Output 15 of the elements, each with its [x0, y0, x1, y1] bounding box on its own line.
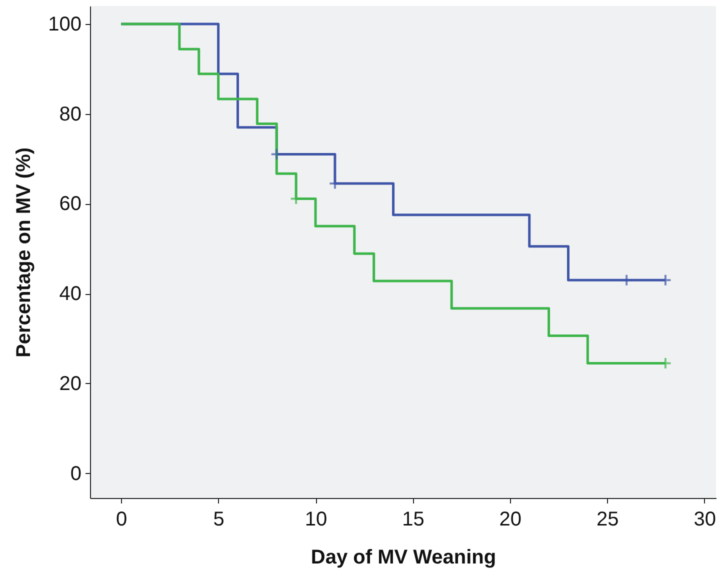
y-tick-label: 100: [48, 13, 82, 36]
x-tick-label: 25: [596, 508, 619, 530]
x-tick-label: 15: [402, 508, 424, 530]
y-tick-label: 20: [59, 372, 82, 395]
y-tick-label: 40: [59, 283, 82, 306]
x-tick-label: 20: [499, 508, 522, 530]
y-tick-label: 60: [59, 193, 82, 216]
x-tick-label: 10: [304, 508, 328, 530]
y-tick-label: 0: [70, 462, 82, 485]
x-axis-title: Day of MV Weaning: [310, 546, 496, 568]
x-tick-label: 5: [213, 508, 224, 530]
y-tick-label: 80: [59, 103, 82, 126]
x-tick-label: 0: [116, 508, 128, 530]
y-axis-title: Percentage on MV (%): [13, 147, 36, 358]
x-tick-label: 30: [694, 508, 716, 530]
